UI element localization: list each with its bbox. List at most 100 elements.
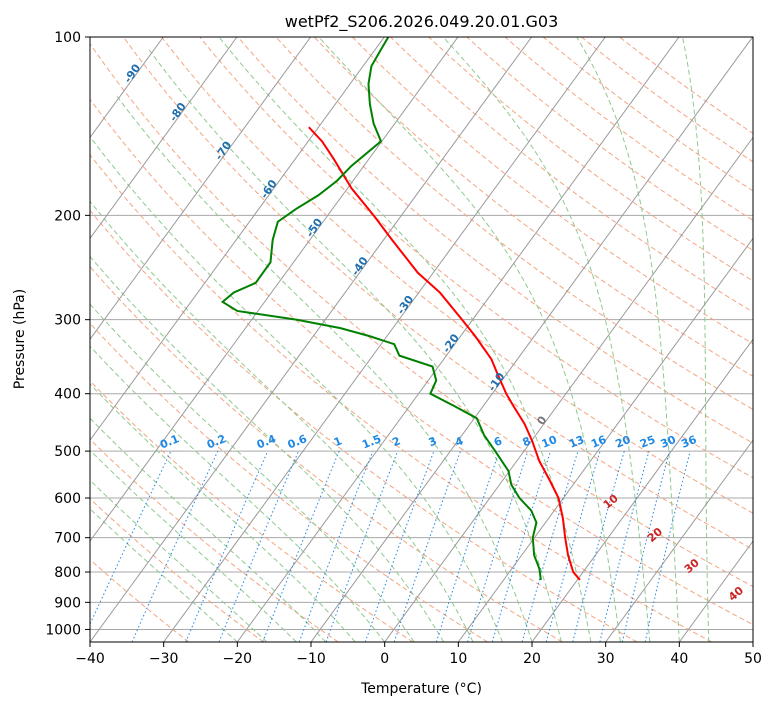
x-tick-label: −30: [149, 651, 179, 667]
x-tick-label: 10: [449, 651, 467, 667]
moist-adiabat-line: [90, 383, 356, 642]
isotherm-line: [90, 37, 459, 542]
y-tick-label: 700: [54, 531, 81, 547]
isotherm-line: [678, 540, 753, 642]
data-lines: [220, 37, 581, 581]
dry-adiabat-line: [275, 37, 753, 411]
mixing-ratio-line: [491, 450, 552, 642]
dry-adiabat-line: [428, 37, 753, 282]
mixing-ratio-line: [298, 450, 374, 642]
y-tick-label: 500: [54, 444, 81, 460]
mixing-ratio-label: 3: [427, 434, 439, 449]
line-labels: 0.1 0.2 0.4 0.6 1 1.5 2 3 4 6 8 10 13 16 20 25 30 36-100-…: [90, 37, 746, 604]
mixing-ratio-label: 8: [521, 434, 533, 449]
mixing-ratio-line: [621, 450, 670, 642]
isotherm-line: [236, 37, 680, 642]
mixing-ratio-line: [467, 450, 529, 642]
mixing-ratio-label: 10: [540, 433, 559, 451]
x-tick-label: 40: [670, 651, 688, 667]
mixing-ratio-label: 20: [613, 433, 632, 451]
isotherm-line: [605, 439, 753, 642]
moist-adiabat-line: [318, 37, 621, 642]
isotherm-line: [310, 37, 753, 642]
dry-adiabat-line: [237, 37, 753, 444]
mixing-ratio-line: [262, 450, 340, 642]
mixing-ratio-label: 0.4: [255, 432, 278, 451]
mixing-ratio-line: [521, 450, 579, 642]
isotherm-line: [90, 37, 238, 240]
temperature-profile: [308, 126, 581, 581]
isotherm-label: -80: [167, 100, 189, 124]
x-tick-label: 50: [744, 651, 762, 667]
x-tick-label: −40: [75, 651, 105, 667]
isotherm-label: -50: [303, 216, 325, 240]
moist-adiabat-line: [90, 135, 503, 642]
moist-adiabat-line: [218, 37, 592, 642]
moist-adiabat-line: [90, 479, 268, 642]
dry-adiabat-line: [90, 322, 488, 642]
axes: −40 −30 −20 −10 0 10 20 30 40 5010020030040050060…: [45, 30, 762, 667]
mixing-ratio-label: 4: [453, 434, 465, 449]
moist-adiabat-label: 10: [601, 492, 621, 512]
dry-adiabat-line: [581, 37, 753, 163]
dry-adiabat-line: [90, 209, 638, 642]
isotherm-label: -70: [212, 139, 234, 163]
dry-adiabat-line: [90, 42, 753, 588]
mixing-ratio-line: [545, 450, 601, 642]
mixing-ratio-label: 36: [679, 433, 698, 451]
dry-adiabat-line: [390, 37, 753, 313]
isotherm-line: [90, 37, 533, 642]
mixing-ratio-label: 25: [638, 433, 657, 451]
mixing-ratio-line: [131, 450, 219, 642]
moist-adiabat-line: [90, 303, 415, 642]
moist-adiabat-line: [148, 49, 562, 642]
isotherm-label: -20: [440, 331, 462, 355]
moist-adiabat-line: [576, 37, 680, 642]
dry-adiabat-line: [90, 265, 563, 642]
mixing-ratio-line: [185, 450, 269, 642]
y-tick-label: 800: [54, 565, 81, 581]
moist-adiabat-line: [90, 449, 297, 642]
isotherm-line: [531, 338, 753, 642]
mixing-ratio-label: 6: [492, 434, 504, 449]
isotherm-line: [384, 136, 753, 642]
isotherm-line: [752, 641, 753, 642]
background-lines: [90, 37, 753, 642]
y-tick-label: 100: [54, 30, 81, 46]
moist-adiabat-line: [90, 508, 238, 642]
dry-adiabat-line: [161, 37, 753, 514]
y-tick-label: 300: [54, 313, 81, 329]
y-tick-label: 1000: [45, 622, 81, 638]
isotherm-label: -30: [394, 293, 416, 317]
mixing-ratio-label: 1: [332, 434, 344, 449]
mixing-ratio-label: 2: [390, 434, 402, 449]
moist-adiabat-label: 30: [682, 556, 702, 576]
y-tick-label: 400: [54, 387, 81, 403]
mixing-ratio-line: [572, 450, 625, 642]
x-tick-label: 20: [523, 651, 541, 667]
chart-title: wetPf2_S206.2026.049.20.01.G03: [285, 12, 559, 32]
mixing-ratio-line: [599, 450, 650, 642]
dry-adiabat-line: [90, 438, 339, 642]
dry-adiabat-line: [123, 37, 753, 550]
mixing-ratio-line: [90, 450, 172, 626]
isotherm-line: [90, 37, 312, 341]
y-axis-label: Pressure (hPa): [12, 289, 28, 389]
dry-adiabat-line: [313, 37, 753, 377]
y-tick-label: 600: [54, 491, 81, 507]
mixing-ratio-label: 0.6: [286, 432, 309, 451]
dry-adiabat-line: [504, 37, 753, 221]
dry-adiabat-line: [352, 37, 753, 345]
dry-adiabat-line: [90, 498, 264, 642]
moist-adiabat-line: [90, 200, 474, 642]
mixing-ratio-line: [644, 450, 691, 642]
x-tick-label: −20: [223, 651, 253, 667]
mixing-ratio-label: 13: [567, 433, 586, 451]
y-tick-label: 200: [54, 208, 81, 224]
x-tick-label: 30: [597, 651, 615, 667]
isotherm-label: 0: [534, 413, 549, 427]
isotherm-label: -40: [349, 254, 371, 278]
mixing-ratio-line: [364, 450, 435, 642]
dry-adiabat-line: [619, 37, 753, 134]
